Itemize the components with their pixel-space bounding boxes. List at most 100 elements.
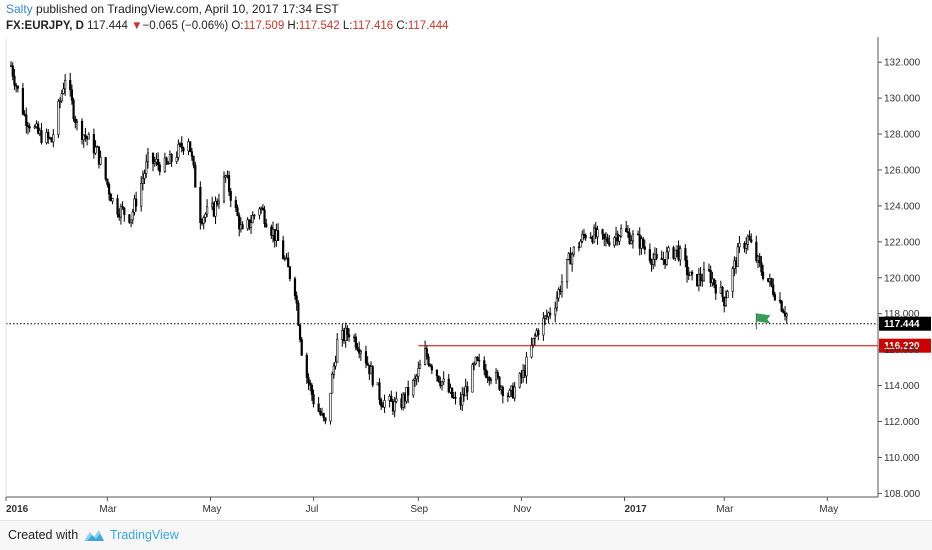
candle-body: [155, 159, 158, 163]
candle-body: [222, 176, 226, 202]
candle-body: [537, 330, 540, 336]
footer-bar: Created with TradingView: [0, 520, 932, 550]
candle-body: [165, 157, 168, 164]
candle-body: [520, 373, 523, 378]
candle-body: [772, 284, 775, 295]
candle-body: [376, 382, 379, 386]
candle-body: [58, 100, 62, 102]
candle-body: [496, 372, 499, 378]
candle-body: [701, 279, 704, 282]
candle-body: [630, 240, 633, 244]
symbol-label[interactable]: FX:EURJPY, D: [6, 20, 84, 32]
candle-body: [141, 178, 144, 184]
y-tick-label: 118.000: [884, 309, 920, 320]
candle-body: [486, 376, 489, 379]
candle-body: [390, 395, 393, 402]
tradingview-cloud-icon[interactable]: [82, 526, 106, 544]
candles-layer: [9, 61, 788, 425]
candle-body: [312, 394, 315, 405]
candle-body: [549, 312, 552, 316]
candle-body: [518, 373, 521, 388]
candle-body: [699, 273, 702, 281]
y-tick-label: 130.000: [884, 94, 921, 105]
candle-body: [758, 255, 761, 264]
x-tick-label: 2016: [6, 504, 29, 515]
candle-body: [305, 354, 308, 378]
candle-body: [685, 260, 689, 275]
candle-body: [391, 401, 395, 412]
candle-body: [47, 132, 50, 139]
candle-body: [64, 79, 67, 90]
candle-body: [500, 386, 503, 390]
candle-body: [642, 238, 645, 248]
candle-body: [97, 146, 101, 165]
candle-body: [696, 274, 699, 286]
created-with-text: Created with: [8, 528, 79, 542]
candle-body: [80, 120, 84, 141]
candle-body: [38, 130, 41, 134]
candle-body: [369, 366, 373, 375]
x-tick-label: Mar: [99, 504, 117, 515]
candle-body: [596, 229, 599, 238]
candle-body: [407, 387, 410, 396]
high-label: H:: [287, 20, 299, 32]
candle-body: [192, 156, 195, 166]
candle-body: [158, 164, 161, 172]
candle-body: [190, 151, 193, 157]
candle-body: [506, 395, 510, 397]
candle-body: [45, 132, 48, 143]
candle-body: [263, 209, 266, 225]
candle-body: [604, 237, 608, 240]
candle-body: [13, 75, 16, 86]
tradingview-brand[interactable]: TradingView: [110, 528, 179, 542]
candle-body: [452, 397, 455, 399]
candle-body: [344, 327, 347, 341]
candle-body: [522, 370, 525, 378]
price-lines-layer: 117.444 116.220: [6, 316, 931, 353]
down-arrow-icon: ▼: [131, 20, 143, 32]
candle-body: [84, 134, 87, 138]
candle-body: [131, 211, 134, 221]
candle-body: [461, 394, 464, 406]
candle-body: [229, 191, 232, 201]
candle-body: [35, 123, 38, 128]
candle-body: [579, 241, 582, 248]
candle-body: [582, 233, 586, 236]
candle-body: [643, 246, 646, 250]
y-tick-label: 110.000: [884, 453, 920, 464]
candle-body: [202, 217, 205, 224]
candle-body: [773, 294, 777, 301]
candle-body: [72, 99, 75, 120]
candle-body: [437, 375, 440, 382]
candle-body: [177, 144, 180, 158]
candle-body: [189, 141, 192, 152]
candle-body: [427, 356, 430, 365]
candle-body: [118, 214, 121, 218]
x-tick-label: Mar: [716, 504, 734, 515]
y-tick-label: 126.000: [884, 165, 921, 176]
candle-body: [755, 241, 758, 261]
candle-body: [417, 368, 420, 377]
candle-body: [251, 215, 254, 224]
candle-body: [494, 372, 498, 381]
close-label: C:: [396, 20, 408, 32]
author-name[interactable]: Salty: [6, 2, 33, 16]
candle-body: [216, 200, 219, 205]
candle-body: [353, 336, 356, 339]
candle-body: [295, 295, 298, 304]
candle-body: [471, 364, 474, 393]
price-tag-bg: [879, 338, 931, 353]
price-chart[interactable]: 117.444 116.220 108.000 110.000 112.000 114.…: [0, 0, 932, 520]
candle-body: [638, 234, 641, 249]
candle-body: [261, 207, 264, 211]
candle-body: [687, 274, 690, 276]
candle-body: [498, 376, 501, 390]
candle-body: [726, 291, 729, 299]
low-value: 117.416: [352, 20, 394, 32]
candle-body: [378, 382, 381, 401]
candle-body: [440, 381, 444, 386]
y-tick-label: 108.000: [884, 489, 921, 500]
candle-body: [168, 154, 172, 165]
candle-body: [403, 394, 406, 402]
candle-body: [459, 397, 462, 406]
